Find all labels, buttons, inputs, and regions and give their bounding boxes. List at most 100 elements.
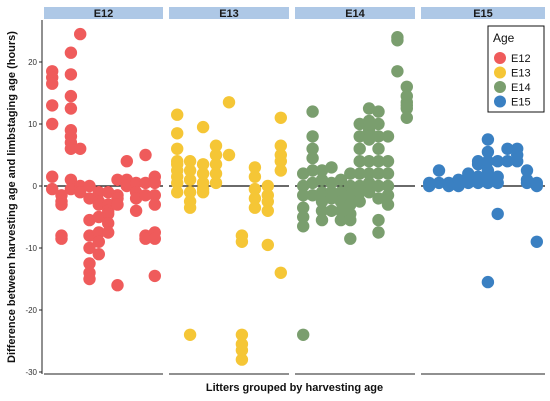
data-point bbox=[222, 96, 236, 109]
data-point bbox=[209, 158, 223, 171]
data-point bbox=[64, 89, 78, 103]
data-point bbox=[183, 328, 197, 341]
data-point bbox=[83, 179, 96, 193]
data-point bbox=[111, 173, 124, 186]
data-point bbox=[64, 46, 78, 59]
data-point bbox=[491, 155, 504, 168]
data-point bbox=[334, 213, 348, 227]
data-point bbox=[325, 204, 338, 217]
x-axis-title: Litters grouped by harvesting age bbox=[206, 382, 383, 394]
data-point bbox=[471, 158, 485, 171]
data-point bbox=[74, 186, 87, 199]
data-point bbox=[501, 155, 514, 168]
data-point bbox=[400, 80, 413, 94]
data-point bbox=[209, 167, 223, 180]
data-point bbox=[306, 176, 319, 190]
data-point bbox=[362, 186, 376, 199]
data-point bbox=[325, 161, 338, 174]
data-point bbox=[432, 176, 446, 190]
data-point bbox=[222, 148, 236, 162]
data-point bbox=[353, 130, 366, 143]
data-point bbox=[196, 167, 210, 180]
data-point bbox=[46, 170, 59, 183]
data-point bbox=[183, 173, 197, 186]
legend-label: E14 bbox=[511, 82, 531, 94]
data-point bbox=[196, 186, 210, 199]
y-tick-label: 20 bbox=[28, 58, 37, 67]
data-point bbox=[297, 210, 310, 224]
data-point bbox=[261, 238, 274, 252]
data-point bbox=[274, 164, 287, 177]
data-point bbox=[362, 155, 376, 168]
data-point bbox=[102, 226, 115, 239]
data-point bbox=[362, 114, 376, 128]
data-point bbox=[139, 176, 152, 190]
data-point bbox=[74, 142, 87, 155]
data-point bbox=[148, 189, 161, 202]
data-point bbox=[344, 189, 357, 202]
legend-title: Age bbox=[493, 31, 515, 45]
data-point bbox=[248, 192, 262, 205]
facet-strip-e12 bbox=[44, 7, 163, 19]
data-point bbox=[353, 186, 366, 199]
data-point bbox=[481, 275, 495, 289]
data-point bbox=[183, 164, 197, 177]
data-point bbox=[452, 179, 465, 193]
data-point bbox=[306, 130, 319, 143]
data-point bbox=[46, 117, 59, 131]
data-point bbox=[344, 232, 357, 245]
data-point bbox=[334, 173, 348, 186]
legend-swatch-e14 bbox=[494, 81, 506, 93]
data-point bbox=[353, 117, 366, 131]
data-point bbox=[372, 192, 385, 205]
data-point bbox=[261, 179, 274, 193]
data-point bbox=[64, 173, 78, 186]
data-point bbox=[315, 213, 329, 227]
data-point bbox=[148, 176, 161, 190]
data-point bbox=[129, 204, 143, 217]
data-point bbox=[306, 164, 319, 177]
data-point bbox=[64, 142, 78, 155]
data-point bbox=[297, 179, 310, 193]
data-point bbox=[120, 155, 133, 168]
legend-label: E13 bbox=[511, 68, 531, 80]
data-point bbox=[344, 167, 357, 180]
data-point bbox=[353, 167, 366, 180]
data-point bbox=[64, 102, 78, 115]
data-point bbox=[297, 201, 310, 214]
data-point bbox=[92, 248, 106, 261]
data-point bbox=[92, 235, 106, 248]
data-point bbox=[462, 176, 475, 190]
data-point bbox=[372, 179, 385, 193]
data-point bbox=[183, 186, 197, 199]
data-point bbox=[183, 201, 197, 214]
data-point bbox=[129, 176, 143, 190]
data-point bbox=[297, 328, 310, 341]
facet-strip-label: E13 bbox=[219, 8, 239, 20]
data-point bbox=[274, 139, 287, 152]
data-point bbox=[381, 179, 395, 193]
data-point bbox=[83, 257, 96, 270]
data-point bbox=[481, 133, 495, 146]
data-point bbox=[315, 164, 329, 177]
data-point bbox=[344, 213, 357, 227]
legend-label: E12 bbox=[511, 53, 531, 65]
data-point bbox=[372, 117, 385, 131]
data-point bbox=[372, 155, 385, 168]
data-point bbox=[92, 210, 106, 224]
data-point bbox=[111, 279, 124, 292]
data-point bbox=[235, 344, 249, 357]
legend-swatch-e12 bbox=[494, 52, 506, 64]
data-point bbox=[353, 195, 366, 208]
data-point bbox=[83, 241, 96, 255]
data-point bbox=[171, 186, 184, 199]
data-point bbox=[530, 179, 543, 193]
data-point bbox=[261, 195, 274, 208]
data-point bbox=[306, 142, 319, 155]
data-point bbox=[491, 176, 504, 190]
data-point bbox=[362, 124, 376, 137]
data-point bbox=[64, 68, 78, 81]
data-point bbox=[511, 155, 524, 168]
data-point bbox=[148, 232, 161, 245]
